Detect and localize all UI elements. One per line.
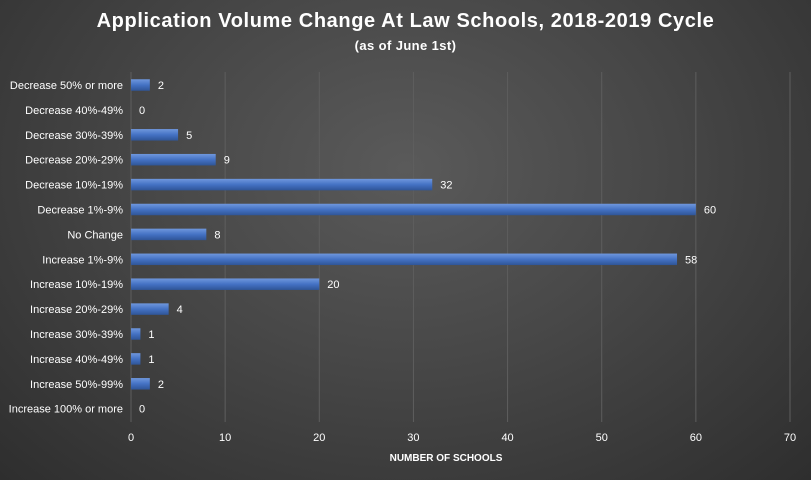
x-tick-label: 60 — [690, 432, 702, 444]
bar — [131, 253, 678, 266]
x-tick-label: 10 — [219, 432, 231, 444]
data-label: 1 — [148, 329, 154, 341]
bar — [131, 303, 169, 315]
category-label: Decrease 10%-19% — [25, 180, 123, 192]
data-label: 8 — [214, 229, 220, 241]
category-label: Decrease 20%-29% — [25, 155, 123, 167]
bar — [131, 153, 216, 166]
chart-subtitle: (as of June 1st) — [354, 38, 457, 53]
data-label: 0 — [139, 105, 145, 117]
x-tick-label: 70 — [784, 432, 796, 444]
data-label: 20 — [327, 279, 339, 291]
category-label: Increase 50%-99% — [30, 379, 123, 391]
x-tick-label: 0 — [128, 432, 134, 444]
bar — [131, 228, 207, 241]
category-label: Decrease 50% or more — [10, 80, 123, 92]
x-tick-label: 20 — [313, 432, 325, 444]
gridlines — [130, 72, 791, 422]
bar — [131, 278, 320, 290]
bar — [131, 203, 696, 216]
bar — [131, 178, 433, 191]
category-label: Increase 10%-19% — [30, 279, 123, 291]
bar — [131, 378, 150, 390]
data-label: 32 — [440, 180, 452, 192]
bar — [131, 79, 150, 91]
data-label: 2 — [158, 80, 164, 92]
x-axis-title: NUMBER OF SCHOOLS — [390, 453, 503, 464]
data-label: 4 — [177, 304, 183, 316]
category-label: Decrease 30%-39% — [25, 130, 123, 142]
bar — [131, 353, 141, 365]
category-label: No Change — [67, 229, 123, 241]
category-label: Decrease 40%-49% — [25, 105, 123, 117]
bars — [131, 79, 696, 390]
category-label: Increase 40%-49% — [30, 354, 123, 366]
bar — [131, 328, 141, 340]
category-label: Decrease 1%-9% — [37, 205, 123, 217]
data-label: 5 — [186, 130, 192, 142]
data-label: 58 — [685, 254, 697, 266]
data-label: 1 — [148, 354, 154, 366]
bar — [131, 129, 179, 141]
category-label: Increase 100% or more — [9, 404, 123, 416]
x-tick-label: 30 — [407, 432, 419, 444]
data-label: 60 — [704, 205, 716, 217]
category-label: Increase 1%-9% — [42, 254, 123, 266]
x-tick-label: 40 — [501, 432, 513, 444]
data-label: 2 — [158, 379, 164, 391]
category-label: Increase 30%-39% — [30, 329, 123, 341]
category-label: Increase 20%-29% — [30, 304, 123, 316]
chart-title: Application Volume Change At Law Schools… — [96, 10, 715, 32]
data-label: 9 — [224, 155, 230, 167]
x-tick-label: 50 — [596, 432, 608, 444]
data-label: 0 — [139, 404, 145, 416]
